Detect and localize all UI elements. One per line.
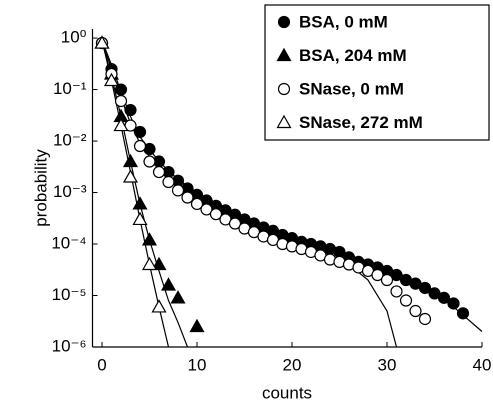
data-point (418, 281, 432, 295)
data-point (209, 208, 223, 221)
y-axis-label: probability (31, 149, 50, 227)
legend-marker (277, 82, 291, 96)
y-tick-label: 10⁻¹ (53, 79, 87, 98)
y-tick-label: 10⁻⁴ (51, 234, 86, 253)
legend-label: BSA, 204 mM (299, 46, 407, 65)
data-point (143, 155, 156, 168)
data-point (447, 297, 460, 310)
data-point (141, 256, 158, 271)
data-point (114, 94, 128, 108)
data-point (437, 291, 451, 304)
data-point (133, 139, 147, 153)
legend-marker (276, 114, 292, 129)
data-point (380, 273, 394, 287)
data-point (124, 103, 137, 117)
data-point (170, 290, 186, 304)
y-tick-label: 10⁻² (53, 131, 87, 150)
data-point (152, 165, 166, 179)
legend-label: BSA, 0 mM (299, 12, 388, 31)
x-tick-label: 40 (473, 355, 492, 374)
y-tick-label: 10⁰ (61, 28, 87, 47)
data-point (390, 285, 403, 298)
data-point (200, 203, 213, 216)
data-point (132, 211, 148, 226)
fit-line (101, 40, 170, 348)
y-tick-label: 10⁻⁵ (52, 285, 87, 304)
data-point (162, 175, 175, 189)
data-point (151, 256, 167, 271)
data-point (171, 184, 185, 197)
x-axis-label: counts (262, 383, 312, 402)
legend-marker (276, 47, 292, 62)
data-point (456, 307, 470, 320)
data-point (151, 299, 167, 313)
data-point (103, 72, 120, 87)
x-tick-label: 30 (378, 355, 397, 374)
legend-marker (277, 15, 291, 29)
data-point (181, 191, 194, 204)
y-tick-label: 10⁻³ (53, 182, 87, 201)
legend-label: SNase, 0 mM (299, 79, 404, 98)
x-tick-label: 0 (97, 355, 106, 374)
data-point (189, 318, 205, 333)
data-point (390, 268, 403, 282)
data-point (133, 125, 147, 139)
data-point (122, 169, 139, 183)
data-point (371, 268, 384, 282)
data-point (160, 277, 177, 291)
x-tick-label: 10 (188, 355, 207, 374)
legend-label: SNase, 272 mM (299, 113, 423, 132)
legend-box (264, 4, 490, 141)
data-point (409, 304, 422, 318)
data-point (228, 217, 242, 230)
x-tick-label: 20 (283, 355, 302, 374)
data-point (418, 312, 432, 326)
data-point (122, 153, 139, 168)
y-tick-label: 10⁻⁶ (52, 336, 87, 355)
data-point (132, 196, 148, 210)
data-point (113, 117, 129, 132)
data-point (190, 197, 204, 211)
data-point (141, 232, 158, 246)
data-point (94, 35, 110, 49)
data-point (399, 294, 413, 307)
